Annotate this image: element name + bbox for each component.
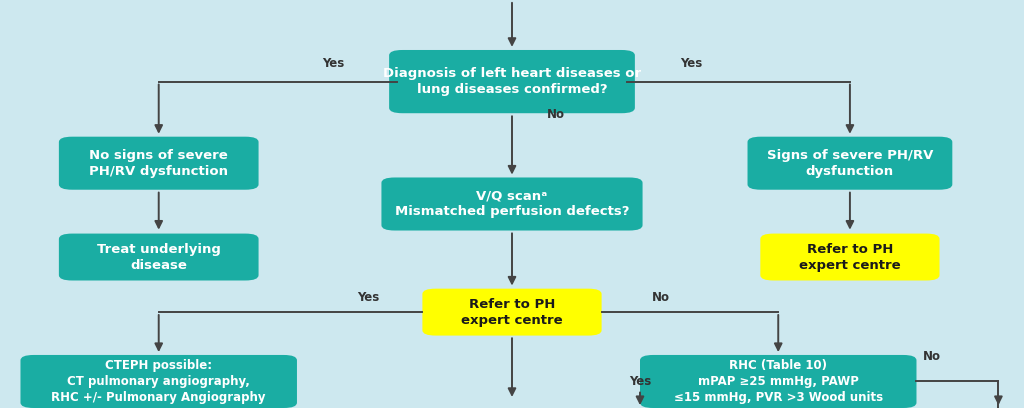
FancyBboxPatch shape [58,233,258,281]
Text: Yes: Yes [629,375,651,388]
FancyBboxPatch shape [422,289,601,335]
FancyBboxPatch shape [640,355,916,408]
Text: No signs of severe
PH/RV dysfunction: No signs of severe PH/RV dysfunction [89,149,228,178]
Text: RHC (Table 10)
mPAP ≥25 mmHg, PAWP
≤15 mmHg, PVR >3 Wood units: RHC (Table 10) mPAP ≥25 mmHg, PAWP ≤15 m… [674,359,883,404]
Text: Yes: Yes [322,57,344,70]
FancyBboxPatch shape [748,137,952,190]
FancyBboxPatch shape [58,137,258,190]
Text: Treat underlying
disease: Treat underlying disease [97,242,220,272]
FancyBboxPatch shape [389,50,635,113]
FancyBboxPatch shape [760,233,940,281]
Text: No: No [923,350,941,364]
Text: No: No [651,291,670,304]
Text: No: No [547,108,565,121]
Text: Refer to PH
expert centre: Refer to PH expert centre [461,297,563,327]
Text: Yes: Yes [357,291,380,304]
Text: Diagnosis of left heart diseases or
lung diseases confirmed?: Diagnosis of left heart diseases or lung… [383,67,641,96]
Text: V/Q scanᵃ
Mismatched perfusion defects?: V/Q scanᵃ Mismatched perfusion defects? [394,189,630,219]
FancyBboxPatch shape [20,355,297,408]
Text: Signs of severe PH/RV
dysfunction: Signs of severe PH/RV dysfunction [767,149,933,178]
Text: Yes: Yes [680,57,702,70]
Text: Refer to PH
expert centre: Refer to PH expert centre [799,242,901,272]
Text: CTEPH possible:
CT pulmonary angiography,
RHC +/- Pulmonary Angiography: CTEPH possible: CT pulmonary angiography… [51,359,266,404]
FancyBboxPatch shape [381,177,643,231]
